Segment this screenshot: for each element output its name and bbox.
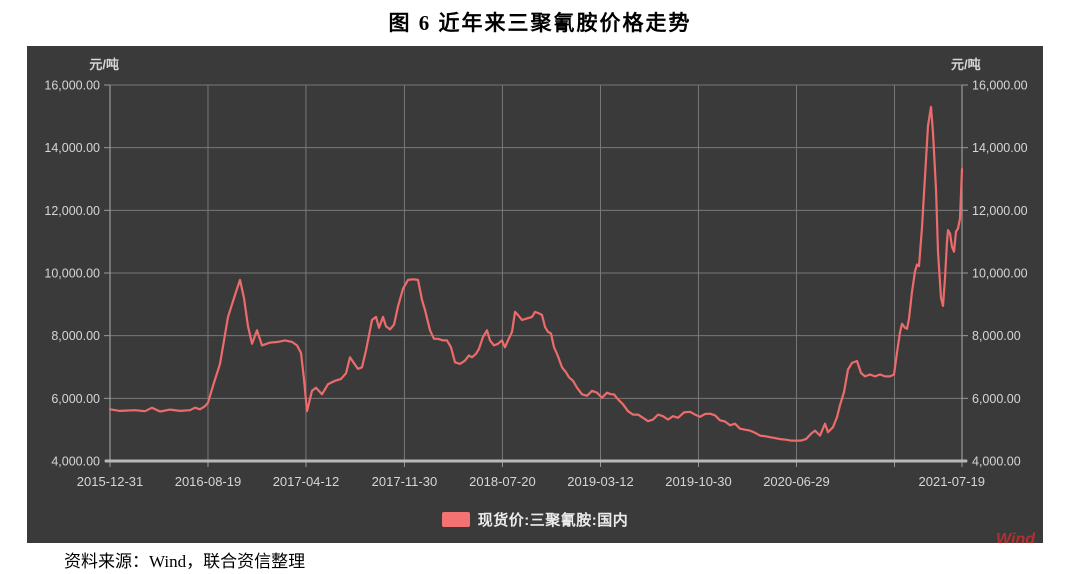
y-axis-label-left: 4,000.00 — [51, 455, 100, 469]
y-axis-label-left: 6,000.00 — [51, 392, 100, 406]
y-axis-label-left: 8,000.00 — [51, 329, 100, 343]
y-axis-label-right: 14,000.00 — [972, 141, 1028, 155]
y-axis-label-right: 8,000.00 — [972, 329, 1021, 343]
legend-item-spot-price[interactable]: 现货价:三聚氰胺:国内 — [441, 509, 629, 530]
y-axis-label-left: 16,000.00 — [44, 79, 100, 93]
x-axis-label: 2019-10-30 — [665, 474, 732, 489]
legend-label: 现货价:三聚氰胺:国内 — [477, 512, 629, 529]
x-axis-label: 2015-12-31 — [77, 474, 144, 489]
figure-title: 图 6 近年来三聚氰胺价格走势 — [388, 11, 692, 35]
x-axis-label: 2016-08-19 — [175, 474, 242, 489]
wind-watermark: Wind — [996, 531, 1035, 543]
legend: 现货价:三聚氰胺:国内 — [27, 509, 1043, 530]
x-axis-label: 2018-07-20 — [469, 474, 536, 489]
x-axis-label: 2019-03-12 — [567, 474, 634, 489]
y-axis-label-left: 12,000.00 — [44, 204, 100, 218]
x-axis-label: 2020-06-29 — [763, 474, 830, 489]
legend-swatch — [441, 512, 470, 527]
y-axis-unit-left: 元/吨 — [89, 57, 119, 72]
price-line-chart: 2015-12-31 2016-08-19 2017-04-12 2017-11-30… — [44, 79, 1028, 490]
price-line-series — [108, 105, 964, 442]
x-axis-label: 2017-04-12 — [273, 474, 340, 489]
x-axis-label: 2017-11-30 — [372, 474, 438, 489]
y-axis-label-right: 6,000.00 — [972, 392, 1021, 406]
x-axis-label: 2021-07-19 — [919, 474, 986, 489]
y-axis-label-right: 12,000.00 — [972, 204, 1028, 218]
y-axis-label-right: 16,000.00 — [972, 79, 1028, 93]
y-axis-label-right: 4,000.00 — [972, 455, 1021, 469]
y-axis-unit-right: 元/吨 — [951, 57, 981, 72]
y-axis-label-left: 10,000.00 — [44, 267, 100, 281]
source-note: 资料来源：Wind，联合资信整理 — [64, 552, 306, 571]
y-axis-label-right: 10,000.00 — [972, 267, 1028, 281]
chart-panel: 元/吨 元/吨 2015-12-31 2016-08-19 2017-04-12 20… — [27, 46, 1043, 543]
y-axis-label-left: 14,000.00 — [44, 141, 100, 155]
